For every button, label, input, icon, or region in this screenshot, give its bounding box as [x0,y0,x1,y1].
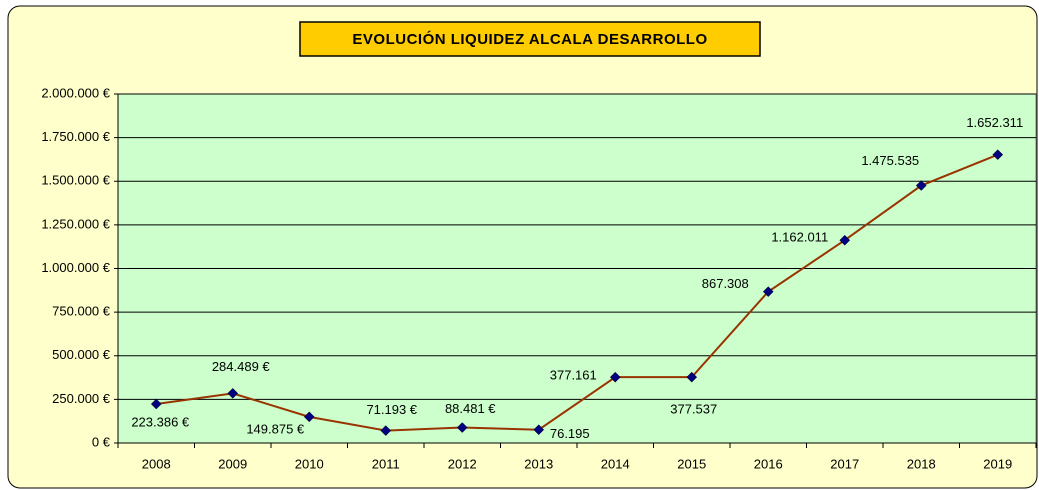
y-tick-label: 2.000.000 € [41,85,110,100]
x-tick-label: 2019 [983,456,1012,471]
data-label: 284.489 € [212,359,271,374]
x-tick-label: 2017 [830,456,859,471]
y-tick-label: 1.250.000 € [41,216,110,231]
data-label: 867.308 [702,276,749,291]
marker [303,411,315,423]
marker [456,422,468,433]
data-label: 1.652.311 [966,115,1023,130]
y-tick-label: 750.000 € [52,304,111,319]
data-label: 76.195 [550,426,590,441]
y-tick-label: 250.000 € [52,391,111,406]
x-tick-label: 2010 [295,456,324,471]
y-tick-label: 500.000 € [52,347,111,362]
marker [915,180,927,191]
data-label: 1.162.011 [771,230,828,245]
marker [150,398,162,410]
y-tick-label: 1.500.000 € [41,173,110,188]
x-tick-label: 2015 [677,456,706,471]
marker [992,149,1004,161]
data-label: 1.475.535 [861,153,919,168]
y-tick-label: 1.000.000 € [41,260,110,275]
x-tick-label: 2016 [754,456,783,471]
data-label: 377.537 [670,402,717,417]
data-label: 223.386 € [131,414,190,429]
y-tick-label: 0 € [92,434,111,449]
marker [227,388,239,399]
x-tick-label: 2011 [372,456,400,471]
x-tick-label: 2009 [218,456,247,471]
marker [609,371,621,383]
x-tick-label: 2012 [448,456,477,471]
marker [533,424,545,436]
title-box [299,21,761,57]
marker [686,371,698,383]
marker [380,425,392,436]
marker [762,286,774,298]
line-series [156,153,999,432]
marker [839,234,851,246]
data-label: 149.875 € [246,421,305,436]
data-label: 377.161 [550,368,597,383]
x-tick-label: 2018 [907,456,936,471]
chart-title: EVOLUCIÓN LIQUIDEZ ALCALA DESARROLLO [352,30,707,48]
x-tick-label: 2013 [524,456,553,471]
x-tick-label: 2014 [601,456,630,471]
x-tick-label: 2008 [142,456,171,471]
y-tick-label: 1.750.000 € [41,129,110,144]
data-label: 88.481 € [445,401,496,416]
data-label: 71.193 € [366,402,417,417]
